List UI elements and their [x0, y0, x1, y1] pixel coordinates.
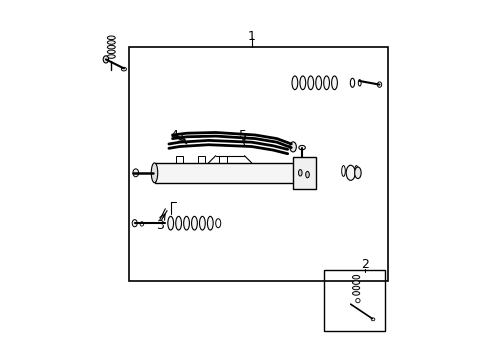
Ellipse shape	[103, 56, 108, 63]
Ellipse shape	[167, 216, 173, 230]
Text: 4: 4	[170, 129, 178, 141]
Ellipse shape	[315, 76, 321, 90]
Ellipse shape	[346, 165, 354, 180]
Ellipse shape	[298, 170, 302, 176]
Ellipse shape	[207, 216, 213, 230]
Ellipse shape	[352, 281, 359, 284]
Ellipse shape	[107, 36, 115, 40]
Ellipse shape	[191, 216, 197, 230]
Ellipse shape	[331, 76, 337, 90]
Ellipse shape	[107, 45, 115, 49]
Ellipse shape	[199, 216, 205, 230]
Ellipse shape	[289, 142, 296, 152]
Ellipse shape	[302, 163, 308, 183]
Ellipse shape	[305, 171, 309, 178]
Text: 1: 1	[247, 30, 255, 42]
Ellipse shape	[107, 55, 115, 58]
Bar	[292, 157, 316, 189]
Ellipse shape	[291, 76, 297, 90]
Ellipse shape	[107, 50, 115, 54]
Bar	[176, 156, 183, 163]
Ellipse shape	[352, 275, 359, 279]
Ellipse shape	[132, 220, 137, 227]
Ellipse shape	[352, 292, 359, 295]
Ellipse shape	[175, 216, 181, 230]
Ellipse shape	[307, 76, 313, 90]
Ellipse shape	[323, 76, 329, 90]
Ellipse shape	[133, 169, 139, 177]
Text: 5: 5	[238, 129, 246, 141]
Ellipse shape	[151, 163, 158, 183]
Text: 3: 3	[156, 219, 163, 231]
Bar	[129, 47, 387, 281]
Bar	[154, 163, 305, 183]
Ellipse shape	[183, 216, 189, 230]
Bar	[323, 270, 384, 331]
Ellipse shape	[107, 41, 115, 44]
Ellipse shape	[352, 286, 359, 290]
Bar	[219, 156, 226, 163]
Ellipse shape	[354, 167, 361, 179]
Text: 2: 2	[361, 258, 368, 271]
Ellipse shape	[299, 76, 305, 90]
Bar	[197, 156, 204, 163]
